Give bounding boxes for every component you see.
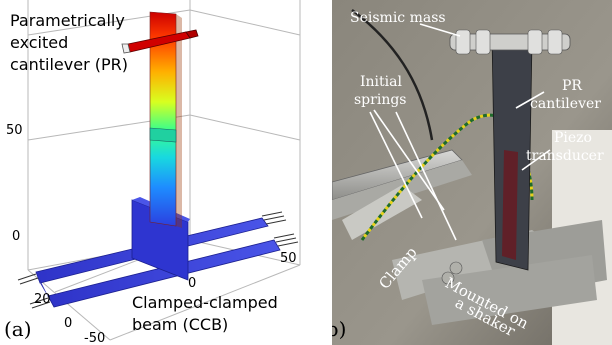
panel-b-photo: Seismic mass Initial springs PR cantilev… — [332, 0, 612, 345]
tick-y-0: 0 — [64, 316, 72, 331]
simulation-3d-plot: Parametrically excited cantilever (PR) C… — [4, 0, 301, 345]
tick-x-neg50: -50 — [84, 331, 105, 345]
label-initial-springs-2: springs — [354, 92, 406, 108]
tick-z-0: 0 — [12, 229, 20, 244]
label-initial-springs-1: Initial — [360, 74, 402, 90]
plot-grid — [27, 0, 301, 341]
panel-b-label-bg — [318, 316, 346, 342]
panel-a-label: (a) — [4, 317, 32, 341]
panel-a-simulation: Parametrically excited cantilever (PR) C… — [4, 0, 301, 345]
ccb-label-line-1: Clamped-clamped — [132, 293, 278, 312]
annotation-arrows — [369, 23, 551, 241]
ccb-label-line-2: beam (CCB) — [132, 315, 228, 334]
tick-y-20: 20 — [34, 292, 51, 307]
pr-label-line-3: cantilever (PR) — [10, 55, 128, 74]
label-seismic-mass: Seismic mass — [350, 10, 446, 26]
tick-z-50: 50 — [6, 123, 23, 138]
panel-b-label: (b) — [332, 317, 346, 341]
label-pr-cantilever-2: cantilever — [530, 96, 601, 112]
tick-x-50: 50 — [280, 251, 297, 266]
pr-cantilever-plate — [491, 35, 533, 271]
label-piezo-2: transducer — [526, 148, 604, 164]
label-pr-cantilever-1: PR — [562, 78, 582, 94]
pr-cantilever — [121, 11, 199, 228]
seismic-mass — [449, 29, 571, 55]
experimental-setup-photo: Seismic mass Initial springs PR cantilev… — [332, 0, 612, 345]
tick-x-0: 0 — [188, 276, 196, 291]
pr-label-line-1: Parametrically — [10, 11, 125, 30]
pr-label-line-2: excited — [10, 33, 68, 52]
label-piezo-1: Piezo — [554, 130, 592, 146]
